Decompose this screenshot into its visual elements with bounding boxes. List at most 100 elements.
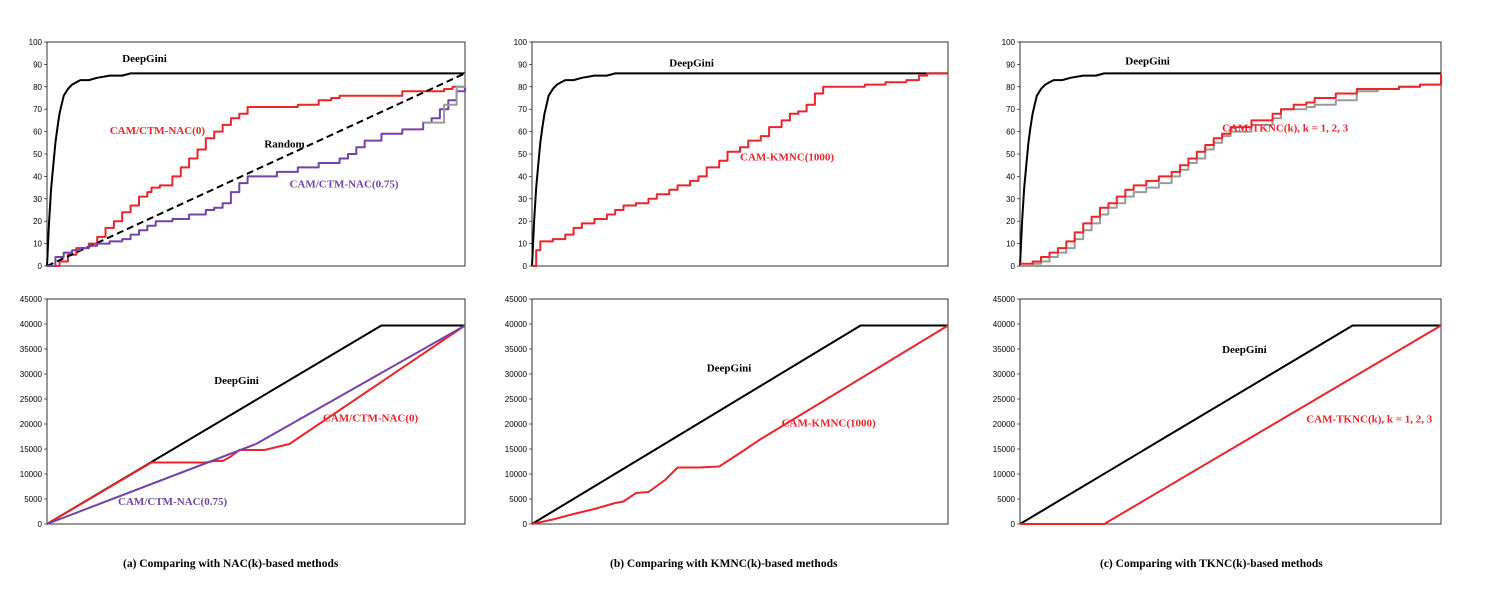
y-tick-label: 30 bbox=[33, 195, 42, 204]
y-tick-label: 10 bbox=[33, 240, 42, 249]
y-tick-label: 40 bbox=[33, 172, 42, 181]
series-line-cam-ctm-nac-0-75-gray bbox=[423, 73, 466, 124]
y-tick-label: 100 bbox=[1002, 38, 1016, 47]
caption-c: (c) Comparing with TKNC(k)-based methods bbox=[1100, 558, 1323, 570]
y-tick-label: 70 bbox=[1006, 105, 1015, 114]
y-tick-label: 90 bbox=[33, 60, 42, 69]
y-tick-label: 35000 bbox=[505, 345, 528, 354]
series-line-cam-tknc-k-k-1-2-3 bbox=[1020, 73, 1442, 265]
y-tick-label: 40000 bbox=[993, 320, 1016, 329]
y-tick-label: 50 bbox=[1006, 150, 1015, 159]
y-tick-label: 100 bbox=[514, 38, 528, 47]
y-tick-label: 80 bbox=[33, 83, 42, 92]
series-label-cam-tknc-k-k-1-2-3: CAM-TKNC(k), k = 1, 2, 3 bbox=[1306, 414, 1433, 426]
y-tick-label: 20 bbox=[33, 217, 42, 226]
series-line-cam-kmnc-1000 bbox=[532, 72, 948, 267]
y-tick-label: 60 bbox=[1006, 128, 1015, 137]
y-tick-label: 40 bbox=[1006, 172, 1015, 181]
series-line-cam-ctm-nac-0-75 bbox=[46, 324, 466, 525]
plot-frame bbox=[1019, 298, 1442, 525]
caption-a: (a) Comparing with NAC(k)-based methods bbox=[123, 558, 339, 570]
y-tick-label: 90 bbox=[1006, 60, 1015, 69]
y-tick-label: 25000 bbox=[505, 395, 528, 404]
y-tick-label: 10 bbox=[1006, 240, 1015, 249]
series-line-cam-ctm-nac-0-75 bbox=[47, 75, 466, 267]
y-tick-label: 35000 bbox=[993, 345, 1016, 354]
y-tick-label: 30000 bbox=[993, 370, 1016, 379]
y-tick-label: 80 bbox=[518, 83, 527, 92]
y-tick-label: 20 bbox=[1006, 217, 1015, 226]
y-tick-label: 15000 bbox=[993, 445, 1016, 454]
y-tick-label: 80 bbox=[1006, 83, 1015, 92]
y-tick-label: 25000 bbox=[20, 395, 43, 404]
y-tick-label: 70 bbox=[33, 105, 42, 114]
series-label-cam-tknc-k-k-1-2-3: CAM-TKNC(k), k = 1, 2, 3 bbox=[1222, 123, 1349, 135]
series-line-cam-ctm-nac-0 bbox=[47, 73, 466, 267]
y-tick-label: 100 bbox=[29, 38, 43, 47]
series-line-deepgini bbox=[46, 72, 465, 267]
y-tick-label: 40 bbox=[518, 172, 527, 181]
series-line-deepgini bbox=[531, 324, 948, 525]
y-tick-label: 50 bbox=[33, 150, 42, 159]
y-tick-label: 0 bbox=[38, 262, 43, 271]
series-label-random: Random bbox=[264, 138, 304, 150]
series-line-deepgini bbox=[531, 72, 948, 267]
y-tick-label: 0 bbox=[1011, 520, 1016, 529]
y-tick-label: 5000 bbox=[509, 495, 527, 504]
chart-panel-4: 0 5000 10000 15000 20000 25000 30000 35000 40000… bbox=[20, 295, 466, 529]
chart-panel-3: 0 10 20 30 40 50 60 70 80 90 100 DeepGini CAM-TKNC(k… bbox=[1002, 38, 1442, 271]
y-tick-label: 60 bbox=[518, 128, 527, 137]
y-tick-label: 25000 bbox=[993, 395, 1016, 404]
series-label-cam-ctm-nac-0-75: CAM/CTM-NAC(0.75) bbox=[289, 179, 398, 191]
series-label-deepgini: DeepGini bbox=[707, 363, 752, 375]
y-tick-label: 5000 bbox=[997, 495, 1015, 504]
plot-frame bbox=[531, 298, 949, 525]
series-line-cam-tknc-k-k-1-2-3-gray bbox=[1020, 73, 1442, 267]
y-tick-label: 30 bbox=[518, 195, 527, 204]
series-line-random bbox=[46, 72, 466, 267]
y-tick-label: 15000 bbox=[505, 445, 528, 454]
series-label-cam-ctm-nac-0: CAM/CTM-NAC(0) bbox=[110, 125, 206, 137]
y-tick-label: 20000 bbox=[505, 420, 528, 429]
y-tick-label: 45000 bbox=[20, 295, 43, 304]
y-tick-label: 0 bbox=[523, 262, 528, 271]
y-tick-label: 10000 bbox=[993, 470, 1016, 479]
series-line-deepgini bbox=[1019, 72, 1441, 267]
y-tick-label: 0 bbox=[1011, 262, 1016, 271]
y-tick-label: 30 bbox=[1006, 195, 1015, 204]
series-label-deepgini: DeepGini bbox=[1222, 344, 1267, 356]
chart-panel-2: 0 10 20 30 40 50 60 70 80 90 100 DeepGini CAM-KMNC(1… bbox=[514, 38, 949, 271]
y-tick-label: 60 bbox=[33, 128, 42, 137]
chart-panel-6: 0 5000 10000 15000 20000 25000 30000 35000 40000… bbox=[993, 295, 1442, 529]
y-tick-label: 40000 bbox=[20, 320, 43, 329]
y-tick-label: 35000 bbox=[20, 345, 43, 354]
series-label-cam-kmnc-1000: CAM-KMNC(1000) bbox=[782, 418, 876, 430]
y-tick-label: 20000 bbox=[20, 420, 43, 429]
y-tick-label: 0 bbox=[523, 520, 528, 529]
series-label-deepgini: DeepGini bbox=[122, 53, 167, 65]
y-tick-label: 10 bbox=[518, 240, 527, 249]
chart-panel-5: 0 5000 10000 15000 20000 25000 30000 35000 40000… bbox=[505, 295, 949, 529]
series-label-deepgini: DeepGini bbox=[669, 58, 714, 70]
y-tick-label: 20000 bbox=[993, 420, 1016, 429]
series-label-cam-kmnc-1000: CAM-KMNC(1000) bbox=[740, 152, 834, 164]
y-tick-label: 45000 bbox=[993, 295, 1016, 304]
y-tick-label: 30000 bbox=[505, 370, 528, 379]
y-tick-label: 70 bbox=[518, 105, 527, 114]
y-tick-label: 15000 bbox=[20, 445, 43, 454]
series-line-deepgini bbox=[1019, 324, 1441, 525]
chart-panels: 0102030405060708090100DeepGiniCAM/CTM-NA… bbox=[20, 38, 1442, 529]
series-line-cam-tknc-k-k-1-2-3 bbox=[1020, 324, 1442, 525]
y-tick-label: 40000 bbox=[505, 320, 528, 329]
series-label-cam-ctm-nac-0-75: CAM/CTM-NAC(0.75) bbox=[118, 496, 227, 508]
series-label-deepgini: DeepGini bbox=[214, 375, 259, 387]
series-label-cam-ctm-nac-0: CAM/CTM-NAC(0) bbox=[323, 413, 419, 425]
y-tick-label: 90 bbox=[518, 60, 527, 69]
plot-frame bbox=[46, 298, 466, 525]
y-tick-label: 50 bbox=[518, 150, 527, 159]
y-tick-label: 30000 bbox=[20, 370, 43, 379]
caption-b: (b) Comparing with KMNC(k)-based methods bbox=[610, 558, 838, 570]
series-line-cam-ctm-nac-0 bbox=[46, 324, 466, 525]
series-label-deepgini: DeepGini bbox=[1125, 55, 1170, 67]
